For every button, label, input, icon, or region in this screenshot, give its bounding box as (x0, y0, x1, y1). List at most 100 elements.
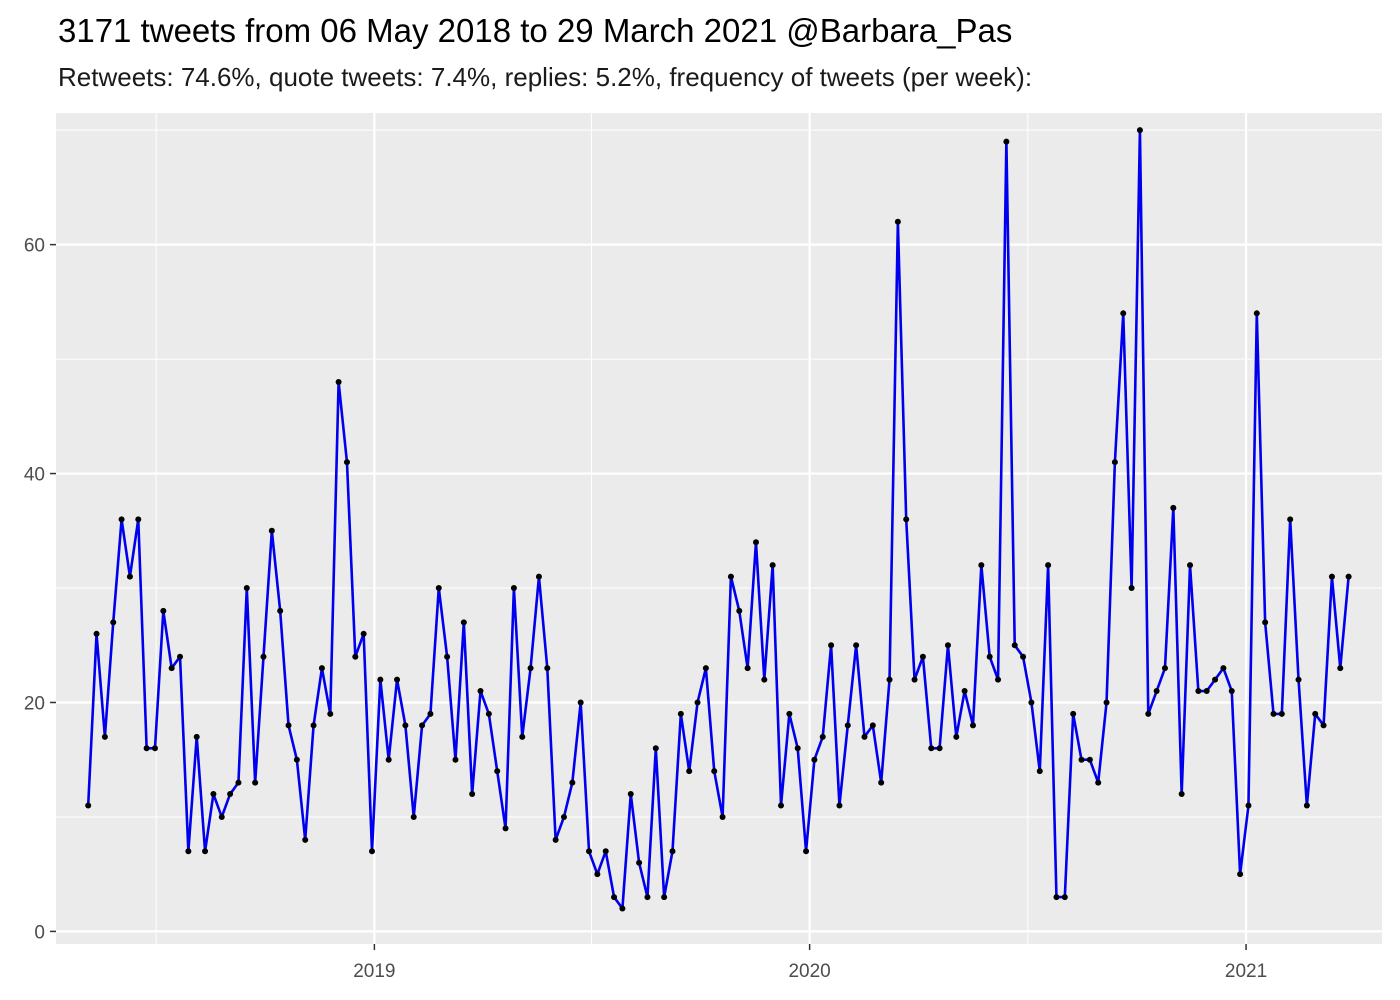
data-point (469, 791, 476, 798)
data-point (377, 676, 384, 683)
data-point (727, 573, 734, 580)
data-point (652, 745, 659, 752)
data-point (85, 802, 92, 809)
data-point (1237, 871, 1244, 878)
data-point (560, 813, 567, 820)
data-point (1203, 688, 1210, 695)
data-point (586, 848, 593, 855)
data-point (352, 653, 359, 660)
data-point (995, 676, 1002, 683)
data-point (569, 779, 576, 786)
y-tick-label: 20 (24, 693, 45, 714)
data-point (794, 745, 801, 752)
data-point (1278, 710, 1285, 717)
data-point (677, 710, 684, 717)
data-point (869, 722, 876, 729)
data-point (828, 642, 835, 649)
data-point (1061, 894, 1068, 901)
data-point (1020, 653, 1027, 660)
data-point (1345, 573, 1352, 580)
data-point (936, 745, 943, 752)
data-point (1312, 710, 1319, 717)
data-point (836, 802, 843, 809)
data-point (1045, 562, 1052, 569)
data-point (694, 699, 701, 706)
data-point (335, 378, 342, 385)
data-point (544, 665, 551, 672)
data-point (602, 848, 609, 855)
data-point (369, 848, 375, 855)
data-point (185, 848, 192, 855)
data-point (160, 607, 167, 614)
data-point (143, 745, 150, 752)
plot-panel (56, 113, 1382, 944)
data-point (452, 756, 459, 763)
data-point (953, 733, 960, 740)
data-point (1253, 310, 1260, 317)
data-point (1228, 688, 1235, 695)
data-point (786, 710, 793, 717)
data-point (360, 630, 367, 637)
data-point (477, 688, 484, 695)
data-point (1053, 894, 1060, 901)
data-point (1120, 310, 1127, 317)
data-point (419, 722, 426, 729)
data-point (1303, 802, 1310, 809)
data-point (702, 665, 709, 672)
data-point (285, 722, 292, 729)
data-point (911, 676, 918, 683)
data-point (1195, 688, 1202, 695)
data-point (235, 779, 242, 786)
data-point (1111, 459, 1118, 466)
data-point (769, 562, 776, 569)
data-point (1295, 676, 1302, 683)
chart-title: 3171 tweets from 06 May 2018 to 29 March… (58, 12, 1013, 49)
data-point (577, 699, 584, 706)
data-point (202, 848, 209, 855)
data-point (93, 630, 100, 637)
data-point (669, 848, 676, 855)
data-point (177, 653, 184, 660)
data-point (1145, 710, 1152, 717)
data-point (502, 825, 509, 832)
data-point (385, 756, 392, 763)
data-point (277, 607, 284, 614)
data-point (494, 768, 501, 775)
data-point (427, 710, 434, 717)
data-point (444, 653, 451, 660)
data-point (1337, 665, 1344, 672)
data-point (853, 642, 860, 649)
data-point (1153, 688, 1160, 695)
x-tick-label: 2019 (353, 961, 395, 982)
data-point (878, 779, 885, 786)
chart-subtitle: Retweets: 74.6%, quote tweets: 7.4%, rep… (58, 62, 1033, 92)
series-line (86, 128, 1350, 910)
data-point (978, 562, 985, 569)
data-point (1078, 756, 1085, 763)
x-tick-label: 2020 (788, 961, 830, 982)
data-point (1036, 768, 1043, 775)
data-point (218, 813, 225, 820)
data-point (402, 722, 409, 729)
data-point (919, 653, 926, 660)
data-point (227, 791, 234, 798)
data-point (1320, 722, 1327, 729)
data-point (318, 665, 325, 672)
data-point (394, 676, 401, 683)
data-point (252, 779, 259, 786)
data-point (552, 836, 559, 843)
x-tick-label: 2021 (1225, 961, 1267, 982)
data-point (210, 791, 217, 798)
data-point (1328, 573, 1335, 580)
data-point (636, 859, 643, 866)
data-point (1095, 779, 1102, 786)
data-point (819, 733, 826, 740)
data-point (894, 218, 901, 225)
data-point (752, 539, 759, 546)
data-point (118, 516, 125, 523)
data-point (644, 894, 651, 901)
data-point (1011, 642, 1018, 649)
data-point (611, 894, 618, 901)
y-tick-label: 40 (24, 465, 45, 486)
